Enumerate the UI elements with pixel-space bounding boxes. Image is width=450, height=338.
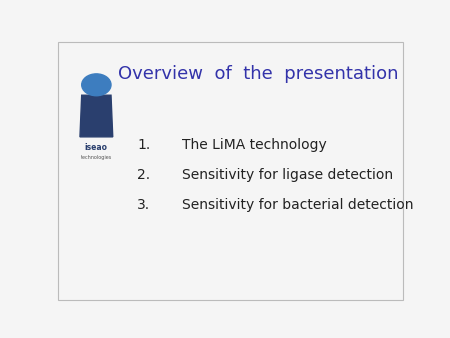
Text: iseao: iseao: [85, 143, 108, 152]
Text: The LiMA technology: The LiMA technology: [182, 138, 327, 152]
Text: 3.: 3.: [137, 197, 150, 212]
Circle shape: [82, 74, 111, 96]
Text: technologies: technologies: [81, 155, 112, 160]
Text: 1.: 1.: [137, 138, 150, 152]
Text: 2.: 2.: [137, 168, 150, 182]
Text: Overview  of  the  presentation: Overview of the presentation: [118, 65, 399, 83]
Text: Sensitivity for ligase detection: Sensitivity for ligase detection: [182, 168, 393, 182]
Text: Sensitivity for bacterial detection: Sensitivity for bacterial detection: [182, 197, 413, 212]
Polygon shape: [80, 95, 113, 137]
